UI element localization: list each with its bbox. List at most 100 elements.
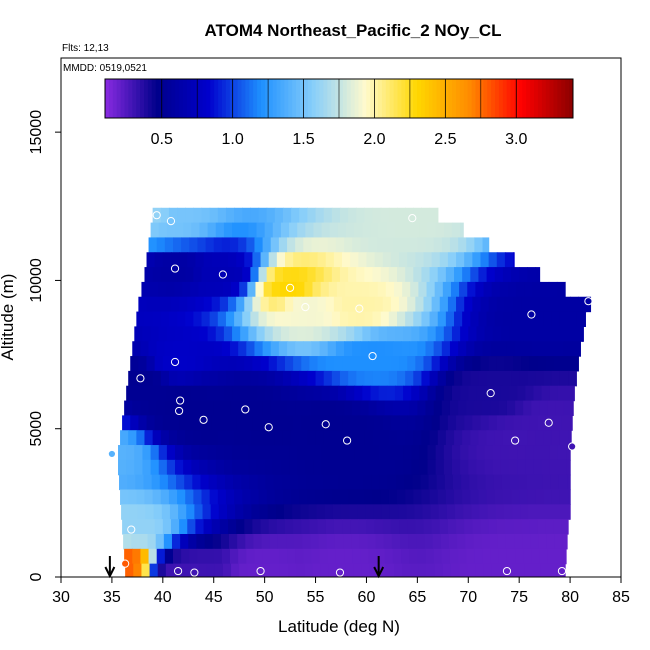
curtain-cell bbox=[256, 222, 266, 239]
curtain-cell bbox=[258, 370, 268, 387]
curtain-cell bbox=[374, 415, 384, 431]
curtain-cell bbox=[132, 548, 142, 565]
curtain-cell bbox=[394, 222, 404, 239]
curtain-cell bbox=[364, 207, 374, 224]
curtain-cell bbox=[502, 370, 512, 387]
curtain-cell bbox=[413, 430, 423, 446]
curtain-cell bbox=[311, 341, 321, 357]
curtain-cell bbox=[209, 207, 219, 224]
curtain-cell bbox=[441, 400, 451, 416]
curtain-cell bbox=[479, 504, 489, 520]
colorbar-cell bbox=[526, 79, 531, 118]
curtain-cell bbox=[429, 489, 439, 505]
curtain-cell bbox=[493, 474, 503, 491]
curtain-cell bbox=[476, 385, 486, 402]
curtain-cell bbox=[246, 341, 256, 357]
curtain-cell bbox=[519, 267, 528, 283]
curtain-cell bbox=[289, 326, 298, 342]
curtain-cell bbox=[464, 356, 473, 372]
curtain-cell bbox=[527, 370, 537, 387]
curtain-cell bbox=[532, 281, 542, 298]
curtain-cell bbox=[221, 400, 231, 416]
colorbar-tick-label: 2.0 bbox=[363, 131, 385, 148]
sample-point bbox=[568, 442, 577, 451]
curtain-cell bbox=[282, 267, 292, 283]
curtain-cell bbox=[506, 548, 516, 565]
curtain-cell bbox=[409, 341, 418, 357]
curtain-cell bbox=[258, 311, 268, 327]
curtain-cell bbox=[531, 548, 541, 565]
sample-point bbox=[511, 436, 520, 445]
curtain-cell bbox=[119, 474, 128, 491]
curtain-cell bbox=[511, 311, 520, 327]
curtain-cell bbox=[516, 563, 525, 577]
curtain-cell bbox=[315, 430, 325, 446]
curtain-cell bbox=[164, 341, 174, 357]
curtain-cell bbox=[120, 430, 129, 446]
colorbar-cell bbox=[459, 79, 465, 118]
curtain-cell bbox=[232, 326, 241, 342]
colorbar-tick-label: 1.0 bbox=[222, 131, 244, 148]
curtain-cell bbox=[477, 474, 487, 491]
curtain-cell bbox=[557, 326, 567, 342]
colorbar-cell bbox=[405, 79, 410, 118]
curtain-cell bbox=[268, 252, 278, 268]
curtain-cell bbox=[342, 519, 351, 535]
curtain-cell bbox=[407, 519, 416, 535]
curtain-cell bbox=[337, 326, 347, 342]
curtain-cell bbox=[392, 237, 402, 253]
curtain-cell bbox=[293, 296, 302, 313]
colorbar-cell bbox=[366, 79, 371, 118]
curtain-cell bbox=[431, 252, 441, 268]
x-axis: 30 35 40 45 50 55 60 65 70 75 80 85 bbox=[52, 577, 630, 606]
curtain-cell bbox=[453, 474, 462, 491]
colorbar-cell bbox=[444, 79, 449, 118]
curtain-cell bbox=[143, 474, 153, 491]
colorbar-frame bbox=[104, 78, 574, 119]
curtain-cell bbox=[476, 459, 486, 476]
curtain-cell bbox=[413, 370, 423, 387]
curtain-cell bbox=[437, 311, 447, 327]
curtain-cell bbox=[413, 267, 423, 283]
curtain-cell bbox=[191, 326, 201, 342]
curtain-cell bbox=[146, 356, 156, 372]
curtain-cell bbox=[510, 474, 519, 491]
curtain-cell bbox=[199, 459, 209, 476]
curtain-cell bbox=[369, 281, 379, 298]
curtain-cell bbox=[295, 237, 304, 253]
curtain-cell bbox=[565, 281, 566, 298]
curtain-cell bbox=[309, 415, 319, 431]
curtain-cell bbox=[423, 519, 433, 535]
curtain-cell bbox=[423, 296, 433, 313]
curtain-cell bbox=[504, 296, 514, 313]
curtain-cell bbox=[191, 445, 201, 461]
curtain-cell bbox=[217, 370, 227, 387]
curtain-cell bbox=[527, 311, 537, 327]
curtain-cell bbox=[472, 519, 482, 535]
curtain-cell bbox=[413, 311, 423, 327]
curtain-cell bbox=[578, 296, 587, 313]
curtain-cell bbox=[207, 326, 217, 342]
colorbar-cell bbox=[214, 79, 219, 118]
curtain-cell bbox=[437, 489, 447, 505]
curtain-cell bbox=[566, 459, 571, 476]
curtain-cell bbox=[354, 459, 363, 476]
curtain-cell bbox=[559, 311, 569, 327]
curtain-cell bbox=[380, 370, 390, 387]
curtain-cell bbox=[162, 415, 172, 431]
curtain-cell bbox=[149, 281, 159, 298]
curtain-cell bbox=[468, 459, 478, 476]
curtain-cell bbox=[439, 519, 449, 535]
curtain-cell bbox=[481, 534, 491, 550]
curtain-cell bbox=[433, 400, 443, 416]
curtain-cell bbox=[441, 341, 451, 357]
curtain-cell bbox=[385, 563, 395, 577]
curtain-cell bbox=[183, 222, 192, 239]
curtain-cell bbox=[315, 207, 325, 224]
curtain-cell bbox=[140, 341, 150, 357]
sample-point bbox=[176, 396, 185, 405]
colorbar-cell bbox=[233, 79, 239, 118]
curtain-cell bbox=[474, 400, 484, 416]
curtain-cell bbox=[557, 445, 567, 461]
curtain-cell bbox=[352, 548, 361, 565]
